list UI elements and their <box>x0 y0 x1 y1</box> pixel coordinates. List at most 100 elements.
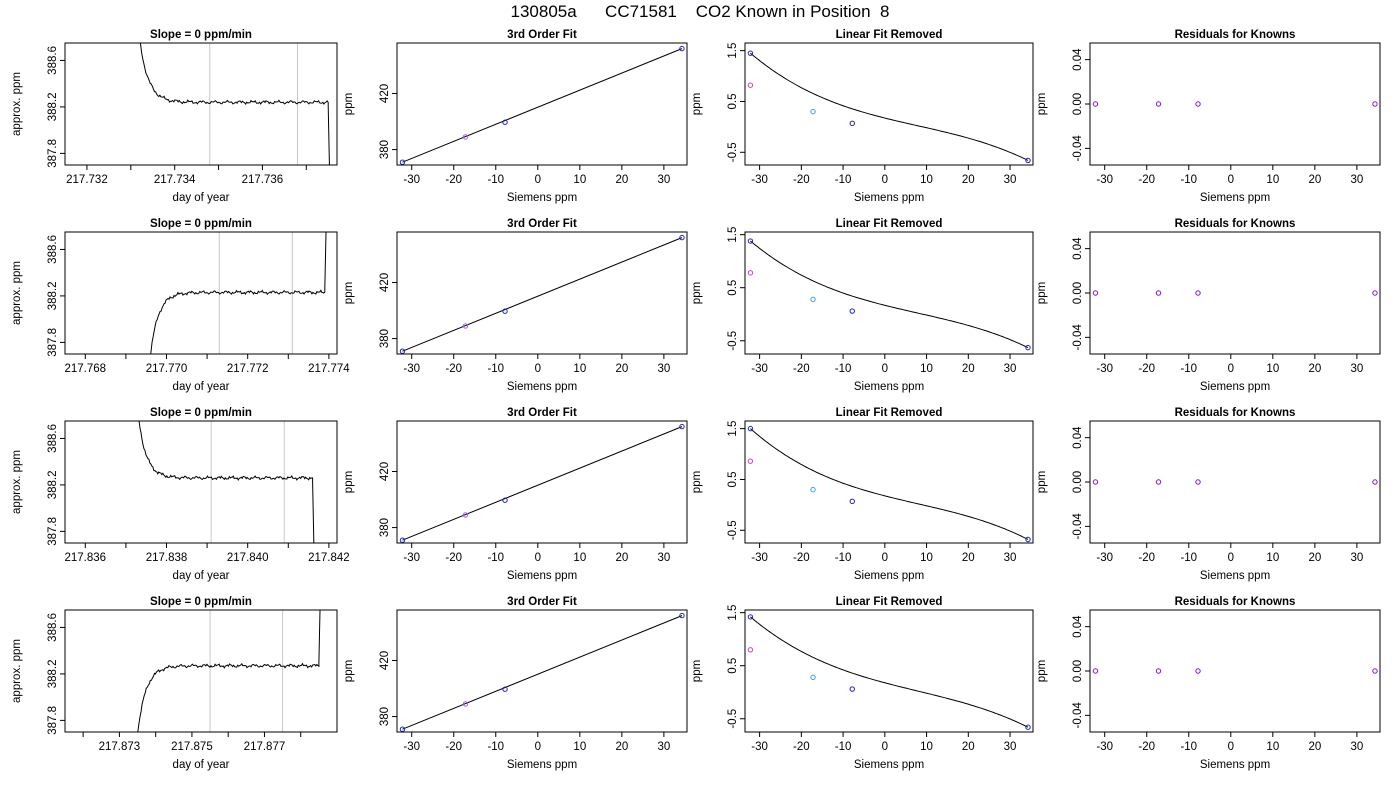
data-point <box>399 726 406 732</box>
data-point <box>679 423 685 430</box>
data-point <box>1155 101 1162 107</box>
data-point <box>747 82 754 88</box>
y-tick-label: 0.5 <box>727 93 739 109</box>
x-tick-label: 30 <box>1350 363 1363 375</box>
y-axis-label: ppm <box>343 282 355 304</box>
x-tick-label: -30 <box>1096 363 1113 375</box>
x-tick-label: 0 <box>882 741 888 753</box>
x-tick-label: -20 <box>1138 741 1155 753</box>
y-axis-label: ppm <box>1036 282 1048 304</box>
x-tick-label: 0 <box>535 174 541 186</box>
y-tick-label: 420 <box>379 84 391 103</box>
x-tick-label: -10 <box>487 552 504 564</box>
y-tick-label: 380 <box>379 518 391 537</box>
x-tick-label: 0 <box>882 552 888 564</box>
x-tick-label: 217.836 <box>65 552 107 564</box>
panel-3-3: Linear Fit Removed -30 -20 -10 0 10 20 30 -0.5 0.… <box>691 407 1034 582</box>
data-point <box>462 134 469 140</box>
fit-line <box>402 237 683 352</box>
x-tick-label: -20 <box>445 363 462 375</box>
panel-1-2: 3rd Order Fit -30 -20 -10 0 10 20 30 380 420 Sieme… <box>343 29 688 204</box>
y-tick-label: 388.2 <box>47 660 59 689</box>
plot-area <box>1092 479 1378 485</box>
y-tick-label: -0.04 <box>1072 513 1084 540</box>
y-tick-label: -0.5 <box>727 709 739 729</box>
residual-fit-curve <box>750 52 1029 161</box>
x-tick-label: -30 <box>1096 552 1113 564</box>
ppm-trace-start <box>133 767 134 770</box>
x-tick-label: 10 <box>920 741 933 753</box>
panel-title: Residuals for Knowns <box>1175 218 1296 230</box>
x-tick-label: -20 <box>793 741 810 753</box>
x-axis-label: Siemens ppm <box>507 192 577 204</box>
plot-area <box>747 425 1031 543</box>
x-tick-label: -10 <box>1180 552 1197 564</box>
data-point <box>1092 479 1099 485</box>
plot-frame <box>1089 42 1381 166</box>
plot-area <box>399 612 685 732</box>
y-axis-label: ppm <box>343 93 355 115</box>
data-point <box>1025 157 1031 164</box>
y-axis-label: ppm <box>343 471 355 493</box>
plot-frame <box>744 231 1034 355</box>
x-tick-label: 217.838 <box>146 552 188 564</box>
y-tick-label: 1.5 <box>727 605 739 621</box>
panel-4-4: Residuals for Knowns -30 -20 -10 0 10 20 30 -0.0… <box>1036 596 1381 771</box>
x-tick-label: 217.842 <box>308 552 350 564</box>
y-axis-label: ppm <box>1036 93 1048 115</box>
plot-frame <box>64 42 338 166</box>
y-tick-label: -0.5 <box>727 520 739 540</box>
panel-title: Slope = 0 ppm/min <box>150 29 252 41</box>
panel-title: 3rd Order Fit <box>507 218 577 230</box>
fit-line <box>402 48 683 163</box>
y-axis-label: ppm <box>343 660 355 682</box>
y-tick-label: 388.6 <box>47 613 59 642</box>
panel-title: Slope = 0 ppm/min <box>150 218 252 230</box>
x-axis-label: Siemens ppm <box>507 759 577 771</box>
x-tick-label: 10 <box>1266 741 1279 753</box>
data-point <box>1025 724 1031 730</box>
y-axis-label: ppm <box>691 471 703 493</box>
x-tick-label: 0 <box>535 552 541 564</box>
x-axis-label: Siemens ppm <box>1200 759 1270 771</box>
plot-area <box>1092 290 1378 296</box>
data-point <box>679 45 685 52</box>
x-tick-label: -20 <box>793 174 810 186</box>
x-tick-label: -30 <box>751 552 768 564</box>
data-point <box>1025 344 1031 351</box>
x-axis-label: Siemens ppm <box>1200 192 1270 204</box>
x-axis-label: Siemens ppm <box>1200 381 1270 393</box>
x-tick-label: 20 <box>962 363 975 375</box>
x-tick-label: 10 <box>573 552 586 564</box>
data-point <box>747 458 754 464</box>
ppm-trace-start <box>133 373 134 386</box>
plot-frame <box>396 42 688 166</box>
x-tick-label: 20 <box>1308 552 1321 564</box>
x-tick-label: 30 <box>657 552 670 564</box>
y-axis-label: ppm <box>691 660 703 682</box>
residual-fit-curve <box>750 240 1029 349</box>
x-tick-label: -20 <box>1138 552 1155 564</box>
y-tick-label: 0.5 <box>727 658 739 674</box>
panel-title: Residuals for Knowns <box>1175 29 1296 41</box>
x-tick-label: -30 <box>1096 174 1113 186</box>
data-point <box>1195 479 1201 485</box>
y-tick-label: 0.04 <box>1072 48 1084 71</box>
panel-4-1: Slope = 0 ppm/min 217.873 217.875 217.877 38… <box>11 596 338 771</box>
plot-frame <box>396 420 688 544</box>
data-point <box>1155 290 1162 296</box>
y-axis-label: approx. ppm <box>11 72 23 136</box>
x-tick-label: 30 <box>1004 552 1017 564</box>
y-tick-label: -0.04 <box>1072 702 1084 729</box>
data-point <box>679 234 685 241</box>
x-tick-label: 0 <box>882 363 888 375</box>
x-tick-label: 217.770 <box>146 363 188 375</box>
plot-frame <box>64 420 338 544</box>
x-axis-label: Siemens ppm <box>854 381 924 393</box>
plot-frame <box>744 42 1034 166</box>
y-tick-label: 0.00 <box>1072 660 1084 682</box>
panel-1-3: Linear Fit Removed -30 -20 -10 0 10 20 30 -0.5 0.… <box>691 29 1034 204</box>
panel-2-2: 3rd Order Fit -30 -20 -10 0 10 20 30 380 420 Sieme… <box>343 218 688 393</box>
x-tick-label: 30 <box>657 363 670 375</box>
